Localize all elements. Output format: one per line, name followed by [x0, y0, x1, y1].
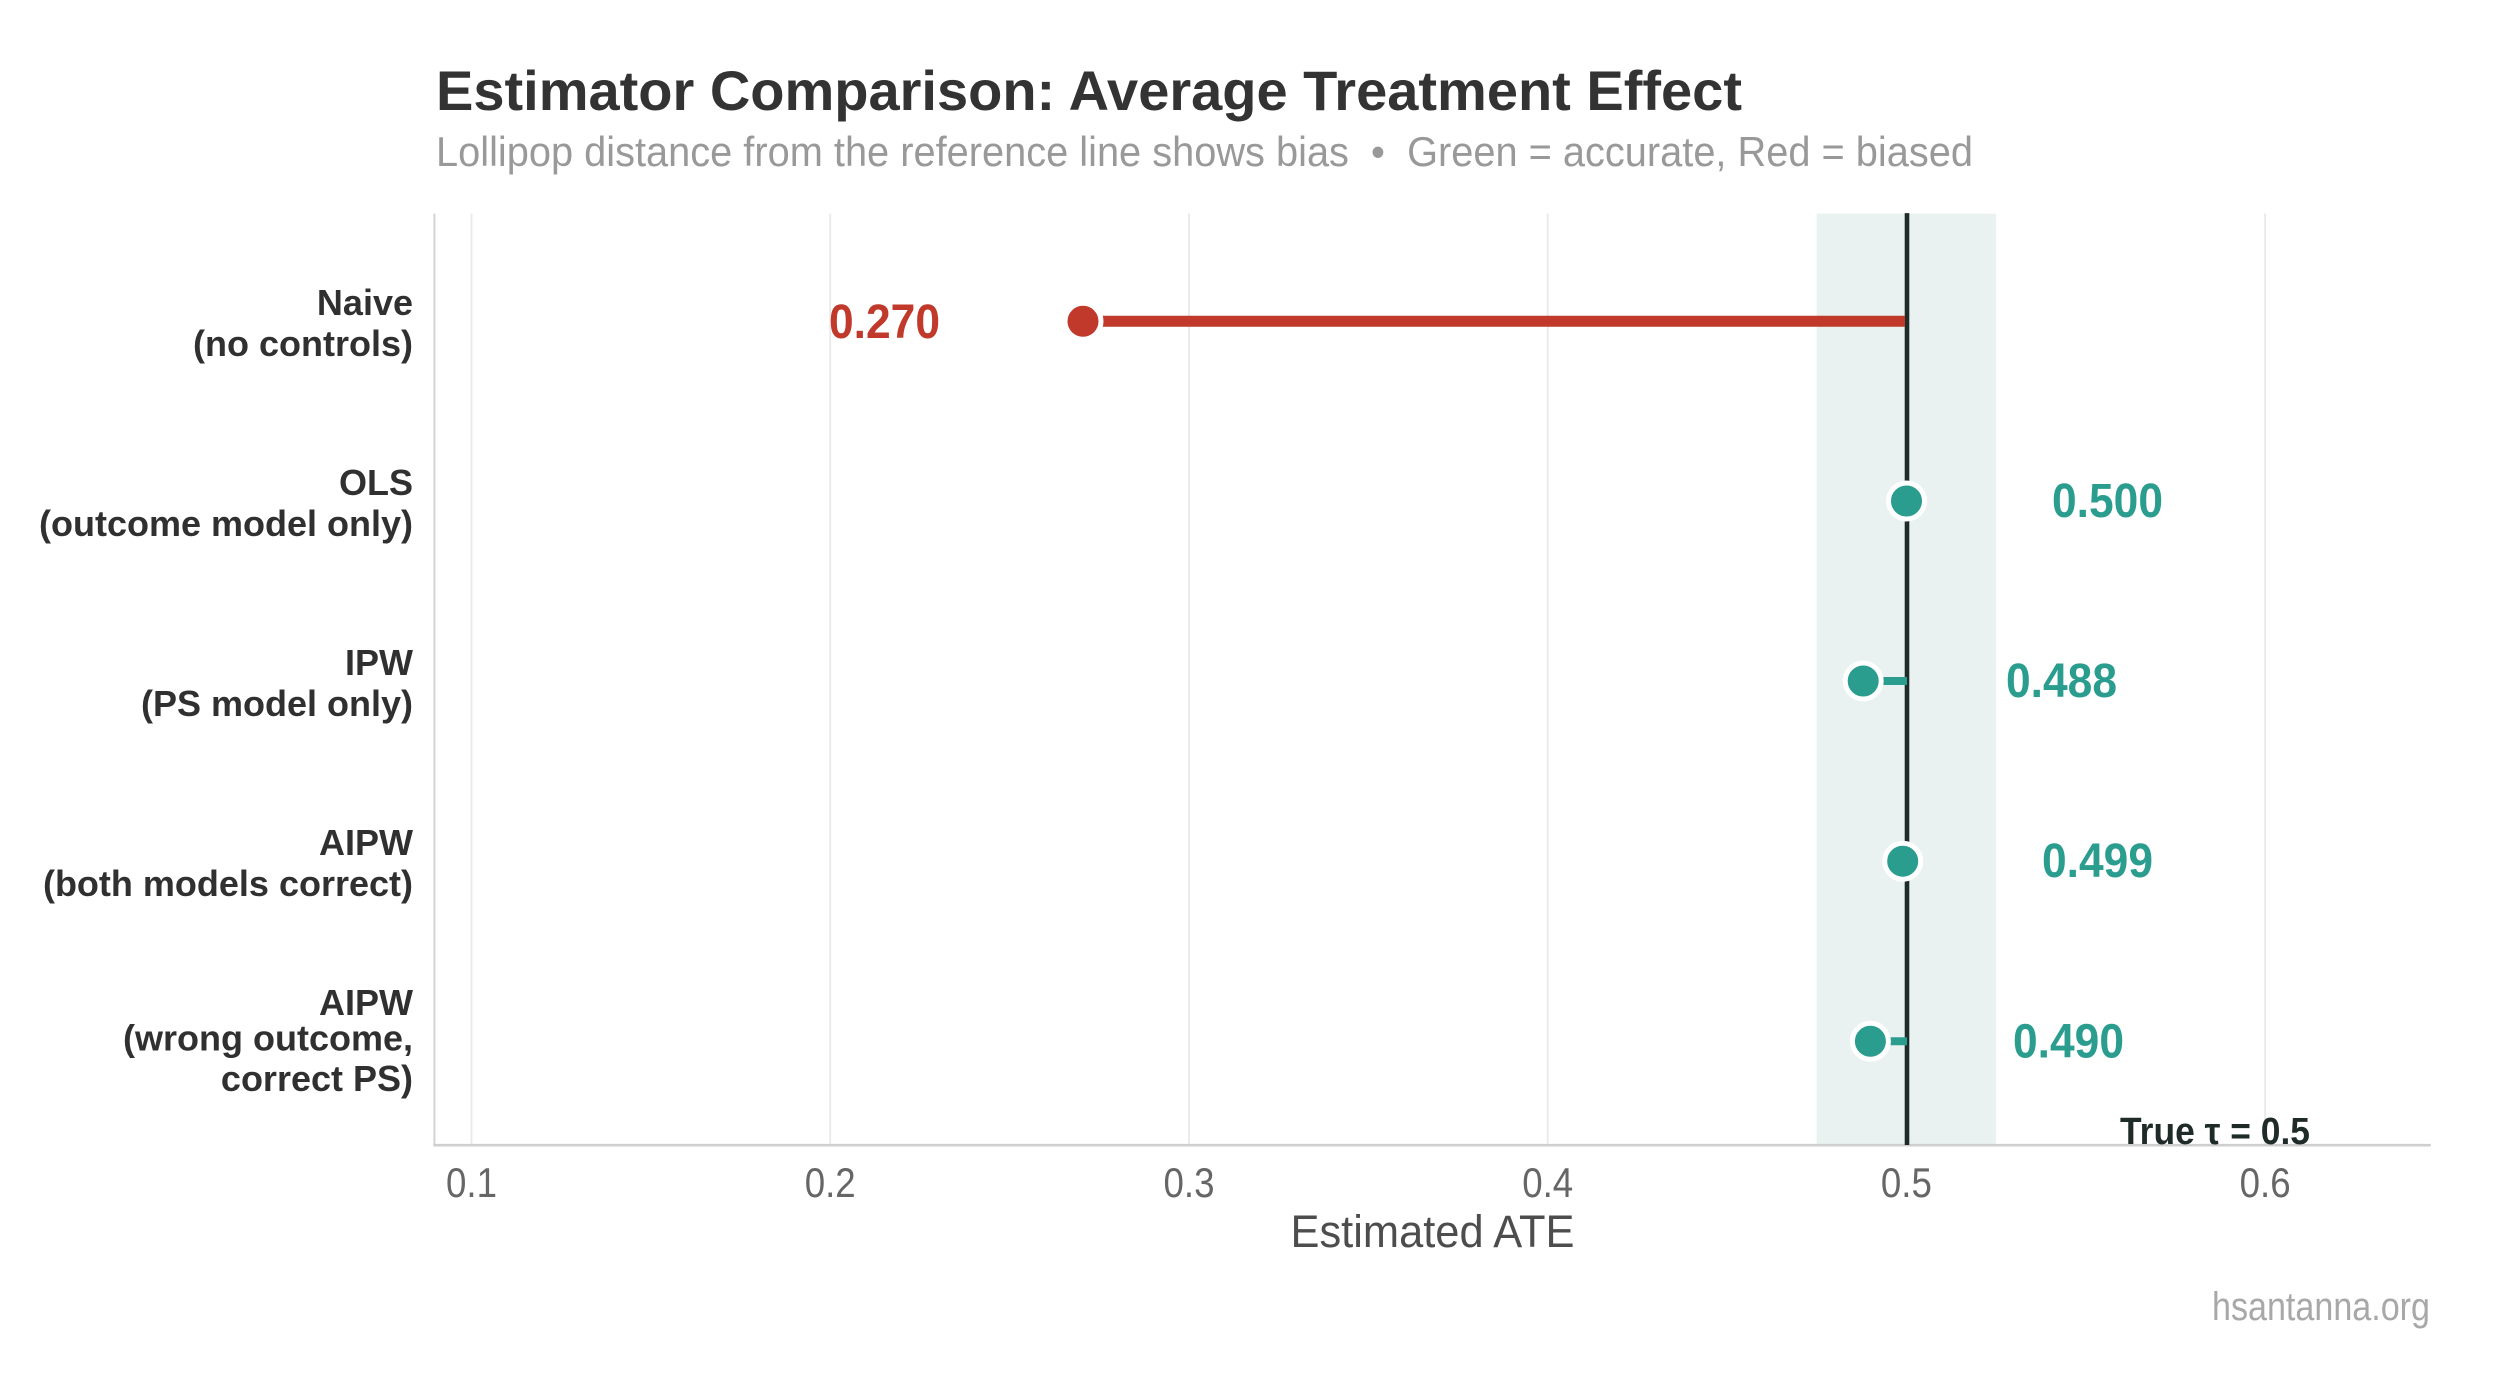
svg-text:AIPW: AIPW	[319, 982, 413, 1023]
svg-text:IPW: IPW	[345, 642, 413, 683]
svg-text:Naive: Naive	[317, 282, 413, 323]
svg-text:True τ = 0.5: True τ = 0.5	[2120, 1111, 2310, 1153]
svg-text:0.3: 0.3	[1164, 1159, 1215, 1206]
svg-text:0.5: 0.5	[1881, 1159, 1932, 1206]
svg-text:correct PS): correct PS)	[221, 1058, 413, 1099]
svg-text:Estimator Comparison: Average: Estimator Comparison: Average Treatment …	[436, 59, 1742, 122]
svg-text:0.6: 0.6	[2240, 1159, 2291, 1206]
svg-text:(no controls): (no controls)	[193, 323, 413, 364]
svg-text:OLS: OLS	[339, 462, 413, 503]
svg-text:(both models correct): (both models correct)	[43, 863, 413, 904]
svg-text:0.2: 0.2	[805, 1159, 856, 1206]
svg-text:0.490: 0.490	[2013, 1015, 2124, 1068]
svg-text:0.1: 0.1	[446, 1159, 497, 1206]
svg-text:0.488: 0.488	[2006, 655, 2117, 708]
svg-text:(wrong outcome,: (wrong outcome,	[123, 1018, 413, 1059]
svg-text:0.4: 0.4	[1522, 1159, 1573, 1206]
svg-text:0.499: 0.499	[2042, 835, 2153, 888]
svg-text:0.500: 0.500	[2052, 475, 2163, 528]
svg-text:(PS model only): (PS model only)	[141, 683, 413, 724]
svg-text:hsantanna.org: hsantanna.org	[2212, 1285, 2430, 1329]
svg-text:0.270: 0.270	[829, 296, 940, 349]
svg-text:Estimated ATE: Estimated ATE	[1291, 1206, 1575, 1257]
svg-text:(outcome model only): (outcome model only)	[39, 503, 413, 544]
svg-text:Lollipop distance from the ref: Lollipop distance from the reference lin…	[436, 128, 1973, 175]
svg-text:AIPW: AIPW	[319, 822, 413, 863]
